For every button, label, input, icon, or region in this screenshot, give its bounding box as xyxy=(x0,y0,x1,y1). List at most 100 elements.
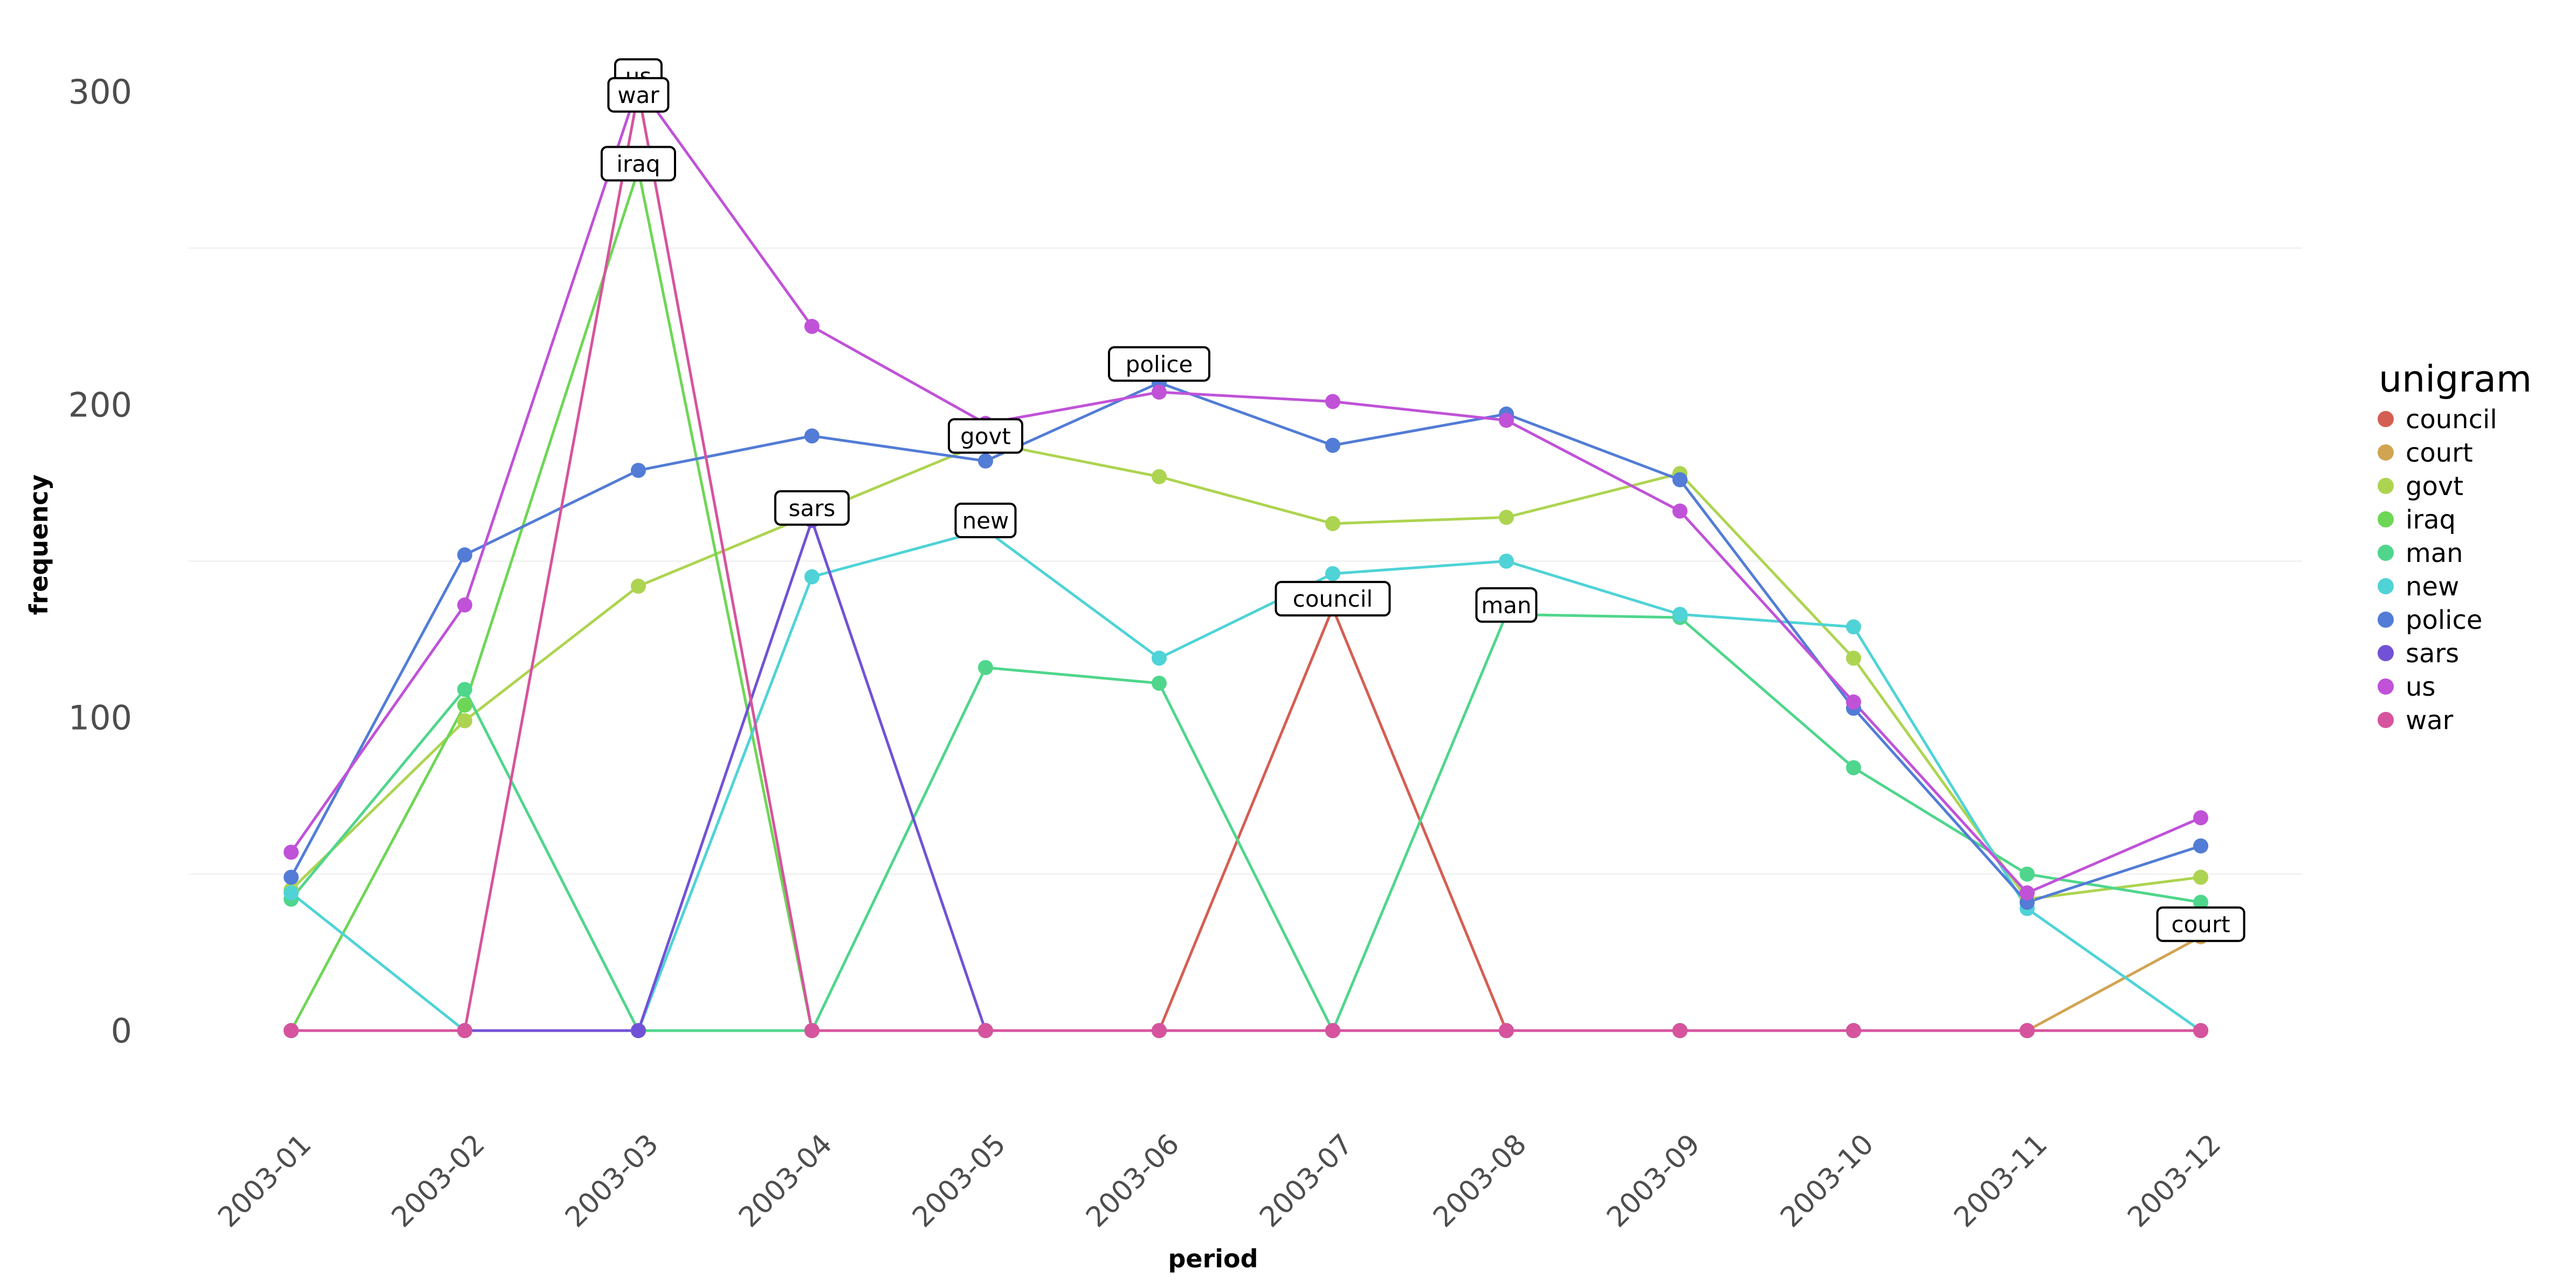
annotation-govt: govt xyxy=(948,418,1023,454)
data-point-us xyxy=(284,845,299,860)
data-point-us xyxy=(2020,885,2035,901)
data-point-police xyxy=(284,869,299,885)
series-line-war xyxy=(291,90,2201,1032)
x-axis-ticks: 2003-01 2003-02 2003-03 2003-04 2003-05 2003-… xyxy=(212,1128,2227,1234)
x-tick-label: 2003-09 xyxy=(1601,1128,1706,1234)
data-point-govt xyxy=(1499,510,1514,525)
data-point-man xyxy=(2020,866,2035,882)
data-point-war xyxy=(457,1023,472,1038)
data-point-police xyxy=(2193,838,2208,854)
series-lines xyxy=(290,84,2202,1032)
data-point-new xyxy=(804,569,819,585)
x-tick-label: 2003-10 xyxy=(1774,1128,1880,1234)
data-point-police xyxy=(1325,437,1340,453)
annotation-new: new xyxy=(954,503,1017,539)
series-line-new xyxy=(290,528,2202,1032)
x-tick-label: 2003-03 xyxy=(559,1128,665,1234)
y-axis-ticks: 0 100 200 300 xyxy=(68,72,132,1051)
legend-key-sars xyxy=(2378,645,2394,661)
x-tick-label: 2003-04 xyxy=(733,1128,838,1234)
legend-label-govt: govt xyxy=(2406,471,2463,502)
legend-key-us xyxy=(2378,678,2394,695)
data-point-war xyxy=(1499,1023,1514,1038)
data-point-us xyxy=(2193,810,2208,826)
data-point-iraq xyxy=(457,697,472,713)
x-tick-label: 2003-06 xyxy=(1080,1128,1186,1234)
series-line-iraq xyxy=(290,168,2201,1032)
annotation-box xyxy=(601,146,676,182)
annotation-text: iraq xyxy=(616,150,660,177)
data-point-war xyxy=(1846,1023,1861,1038)
annotation-box xyxy=(607,77,670,113)
legend-key-war xyxy=(2378,712,2394,728)
annotation-police: police xyxy=(1108,346,1210,382)
series-line-council xyxy=(291,607,2201,1032)
data-point-man xyxy=(1846,760,1861,776)
data-point-us xyxy=(457,597,472,613)
annotation-box xyxy=(2156,906,2246,942)
x-tick-label: 2003-05 xyxy=(906,1128,1012,1234)
annotation-box xyxy=(954,503,1017,539)
series-points xyxy=(284,78,2208,1038)
annotation-box xyxy=(948,418,1023,454)
annotation-box xyxy=(1475,587,1538,623)
legend-label-new: new xyxy=(2406,572,2459,602)
annotation-court: court xyxy=(2156,906,2246,942)
x-tick-label: 2003-01 xyxy=(212,1128,318,1234)
y-tick-label: 0 xyxy=(111,1011,132,1051)
annotation-text: court xyxy=(2171,911,2230,938)
data-point-new xyxy=(1672,607,1688,622)
data-point-man xyxy=(457,682,472,697)
data-point-govt xyxy=(2193,869,2208,885)
data-point-man xyxy=(1152,675,1167,691)
x-tick-label: 2003-07 xyxy=(1253,1128,1359,1234)
series-line-court xyxy=(291,935,2202,1032)
data-point-us xyxy=(1152,385,1167,400)
legend-label-war: war xyxy=(2406,705,2454,736)
data-point-war xyxy=(978,1023,993,1038)
gridlines xyxy=(189,247,2302,875)
annotation-council: council xyxy=(1275,581,1391,617)
y-tick-label: 200 xyxy=(68,385,132,424)
data-point-us xyxy=(1325,394,1340,409)
annotation-sars: sars xyxy=(774,490,850,526)
legend-key-iraq xyxy=(2378,511,2394,527)
x-tick-label: 2003-12 xyxy=(2122,1128,2227,1234)
legend-key-govt xyxy=(2378,478,2394,494)
data-point-new xyxy=(1325,566,1340,581)
legend-label-court: court xyxy=(2406,438,2473,468)
legend-label-us: us xyxy=(2406,672,2435,702)
data-point-govt xyxy=(457,713,472,729)
data-point-us xyxy=(804,319,819,334)
data-point-police xyxy=(1672,472,1688,488)
series-line-govt xyxy=(290,441,2201,901)
data-point-govt xyxy=(631,578,646,594)
data-point-war xyxy=(1672,1023,1688,1038)
data-point-govt xyxy=(1152,469,1167,484)
x-tick-label: 2003-11 xyxy=(1948,1128,2054,1234)
data-point-new xyxy=(1846,619,1861,635)
data-point-govt xyxy=(1325,516,1340,531)
x-tick-label: 2003-02 xyxy=(385,1128,491,1234)
x-tick-label: 2003-08 xyxy=(1427,1128,1533,1234)
series-line-man xyxy=(290,613,2201,1032)
data-point-man xyxy=(2193,895,2208,910)
legend-key-man xyxy=(2378,545,2394,561)
annotation-iraq: iraq xyxy=(601,146,676,182)
annotation-box xyxy=(1108,346,1210,382)
data-point-police xyxy=(631,463,646,478)
legend-key-police xyxy=(2378,612,2394,628)
data-point-us xyxy=(1499,413,1514,428)
data-point-new xyxy=(1152,650,1167,666)
legend-key-new xyxy=(2378,578,2394,594)
annotation-box xyxy=(1275,581,1391,617)
data-point-war xyxy=(804,1023,819,1038)
data-point-police xyxy=(457,547,472,562)
series-line-us xyxy=(290,84,2201,895)
legend-key-court xyxy=(2378,444,2394,461)
data-point-new xyxy=(1499,553,1514,569)
legend-key-council xyxy=(2378,411,2394,427)
